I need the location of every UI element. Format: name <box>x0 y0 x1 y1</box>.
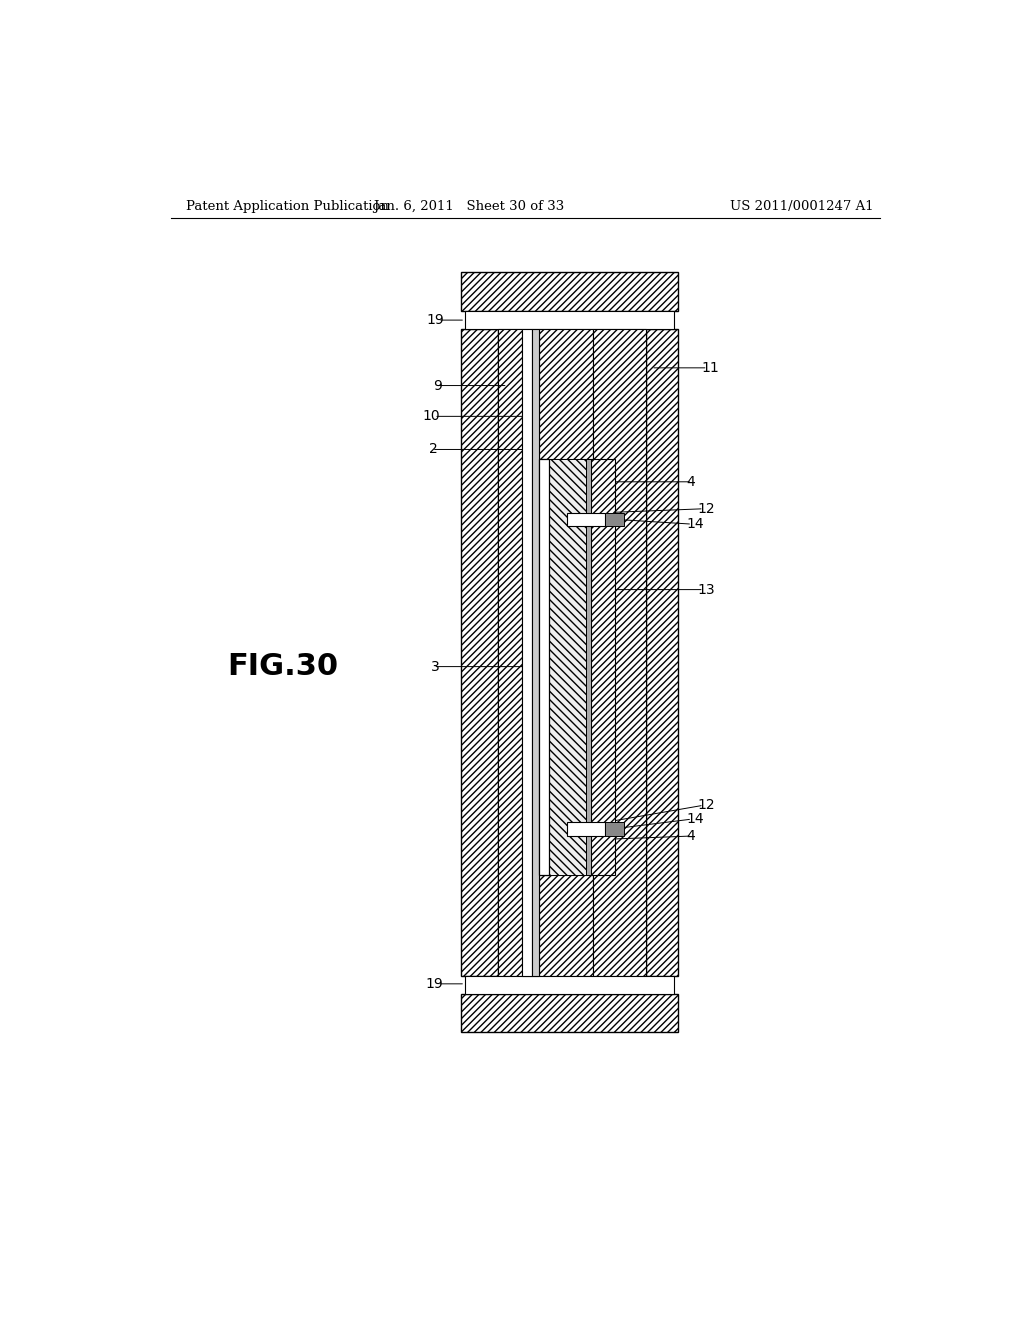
Bar <box>461 994 678 1032</box>
Bar <box>591 459 614 874</box>
Text: 12: 12 <box>697 502 715 516</box>
Text: Jan. 6, 2011   Sheet 30 of 33: Jan. 6, 2011 Sheet 30 of 33 <box>374 199 564 213</box>
Bar <box>586 459 591 874</box>
Bar <box>498 330 521 977</box>
Text: 4: 4 <box>686 829 694 843</box>
Text: 3: 3 <box>431 660 439 673</box>
Text: Patent Application Publication: Patent Application Publication <box>186 199 389 213</box>
Text: 11: 11 <box>701 360 719 375</box>
Bar <box>593 330 646 977</box>
Bar <box>539 459 549 874</box>
Bar <box>539 330 593 459</box>
Text: 4: 4 <box>686 475 694 488</box>
Text: 19: 19 <box>426 313 444 327</box>
Bar <box>465 977 675 994</box>
Bar <box>461 272 678 312</box>
Text: 12: 12 <box>697 799 715 812</box>
Bar <box>465 312 675 330</box>
Text: 14: 14 <box>686 517 703 531</box>
Bar <box>566 822 604 836</box>
Bar <box>549 459 586 874</box>
Text: 13: 13 <box>697 582 715 597</box>
Bar <box>646 330 678 977</box>
Bar <box>604 512 624 527</box>
Bar <box>539 874 593 977</box>
Text: US 2011/0001247 A1: US 2011/0001247 A1 <box>730 199 874 213</box>
Text: 9: 9 <box>433 379 442 392</box>
Bar <box>521 330 531 977</box>
Text: 2: 2 <box>429 442 438 457</box>
Text: FIG.30: FIG.30 <box>227 652 339 681</box>
Bar <box>604 822 624 836</box>
Text: 19: 19 <box>426 977 443 991</box>
Bar <box>531 330 539 977</box>
Bar <box>566 512 604 527</box>
Text: 10: 10 <box>423 409 440 424</box>
Text: 14: 14 <box>686 812 703 826</box>
Bar <box>461 330 498 977</box>
